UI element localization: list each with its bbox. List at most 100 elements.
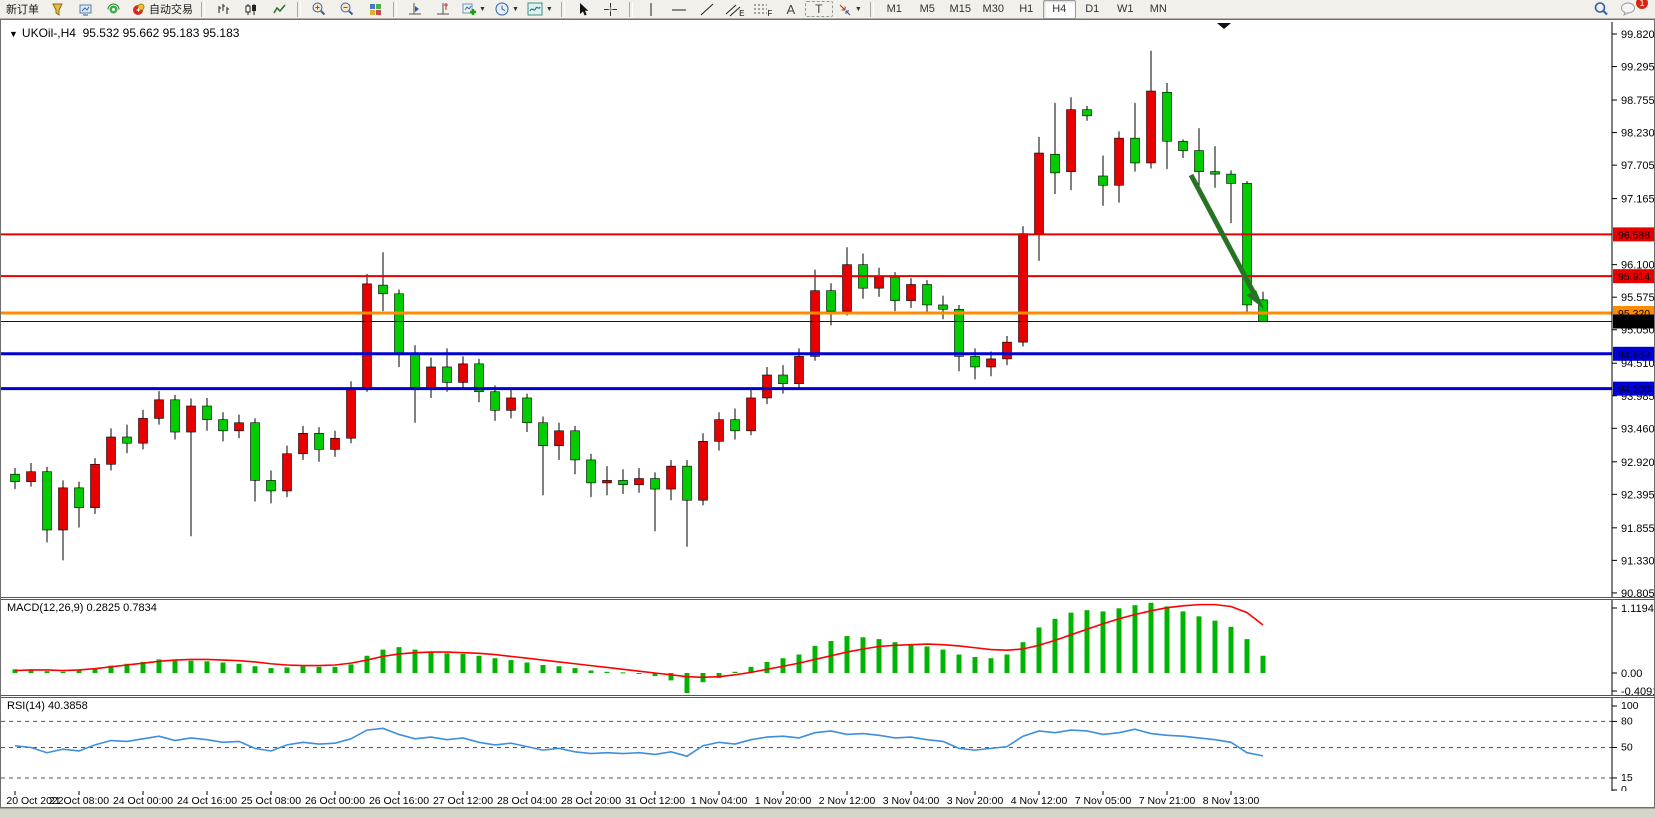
rsi-axis-tick: 15	[1621, 772, 1633, 784]
timeframe-M15[interactable]: M15	[949, 3, 971, 15]
price-axis-tick: 98.755	[1621, 95, 1654, 107]
autotrade-label: 自动交易	[149, 4, 193, 16]
text-label-tool[interactable]: T	[804, 1, 833, 17]
candlestick-chart-button[interactable]	[237, 0, 265, 19]
price-axis-tick: 98.230	[1621, 128, 1654, 140]
panel-divider[interactable]	[1, 597, 1654, 600]
time-axis-label: 3 Nov 04:00	[883, 795, 940, 807]
price-axis-tick: 91.855	[1621, 523, 1654, 535]
panel-divider[interactable]	[1, 695, 1654, 698]
equidistant-channel-tool[interactable]: E	[721, 0, 749, 19]
channel-letter: E	[739, 8, 745, 18]
text-tool-glyph: A	[786, 1, 796, 17]
notifications-button[interactable]: 1	[1615, 0, 1648, 19]
search-icon[interactable]	[1587, 0, 1615, 19]
rsi-axis-tick: 80	[1621, 715, 1633, 727]
chart-profile-icon[interactable]	[43, 0, 71, 19]
status-bar	[0, 808, 1655, 818]
zoom-out-button[interactable]	[333, 0, 361, 19]
rsi-axis-tick: 100	[1621, 700, 1639, 712]
time-axis-label: 7 Nov 21:00	[1139, 795, 1196, 807]
time-axis[interactable]: 20 Oct 2022 21 Oct 08:00 24 Oct 00:00 24 Oc…	[1, 791, 1654, 807]
macd-label: MACD(12,26,9) 0.2825 0.7834	[7, 602, 157, 614]
price-axis-tick: 92.395	[1621, 489, 1654, 501]
chart-window: ▼ UKOil-,H4 95.532 95.662 95.183 95.183 9…	[0, 19, 1655, 808]
price-axis-tick: 99.820	[1621, 29, 1654, 41]
autotrade-icon	[133, 3, 145, 15]
fibonacci-letter: F	[767, 8, 773, 18]
template-button[interactable]: ▼	[523, 0, 557, 19]
price-line-label: 96.588	[1618, 229, 1650, 241]
timeframe-group: M1 M5 M15 M30 H1 H4 D1 W1 MN	[878, 0, 1175, 19]
macd-axis-tick: 1.1194	[1621, 603, 1654, 615]
new-order-button[interactable]: 新订单	[6, 4, 39, 16]
rsi-axis-tick: 50	[1621, 742, 1633, 754]
period-button[interactable]: ▼	[490, 0, 523, 19]
bar-chart-button[interactable]	[209, 0, 237, 19]
timeframe-M5[interactable]: M5	[919, 3, 935, 15]
arrows-tool[interactable]: ▼	[833, 0, 866, 19]
zoom-in-button[interactable]	[305, 0, 333, 19]
tile-windows-button[interactable]	[361, 0, 389, 19]
price-line-label: 95.914	[1618, 271, 1650, 283]
rsi-pane[interactable]: RSI(14) 40.3858 100 80 50 15 0	[1, 698, 1654, 791]
price-chart-pane[interactable]: ▼ UKOil-,H4 95.532 95.662 95.183 95.183 9…	[1, 22, 1654, 597]
auto-scroll-button[interactable]	[401, 0, 429, 19]
time-axis-label: 27 Oct 12:00	[433, 795, 493, 807]
horizontal-line-tool[interactable]	[665, 0, 693, 19]
price-chart-svg[interactable]: 99.820 99.295 98.755 98.230 97.705 97.165 96.1…	[1, 22, 1654, 597]
price-axis-tick: 90.805	[1621, 588, 1654, 597]
chart-title-quotes: 95.532 95.662 95.183 95.183	[82, 26, 240, 40]
time-axis-label: 4 Nov 12:00	[1011, 795, 1068, 807]
time-axis-label: 26 Oct 00:00	[305, 795, 365, 807]
macd-axis-tick: -0.4091	[1621, 686, 1654, 695]
dropdown-caret-icon: ▼	[545, 5, 553, 13]
timeframe-D1[interactable]: D1	[1085, 3, 1100, 15]
data-window-icon[interactable]	[99, 0, 127, 19]
time-axis-label: 28 Oct 04:00	[497, 795, 557, 807]
timeframe-H1[interactable]: H1	[1019, 3, 1034, 15]
price-line-label: 94.662	[1618, 349, 1650, 361]
dropdown-caret-icon: ▼	[854, 5, 862, 13]
dropdown-caret-icon: ▼	[511, 5, 519, 13]
price-axis-tick: 97.705	[1621, 160, 1654, 172]
time-axis-label: 24 Oct 00:00	[113, 795, 173, 807]
trendline-tool[interactable]	[693, 0, 721, 19]
macd-svg[interactable]: 1.1194 0.00 -0.4091	[1, 600, 1654, 695]
autotrade-button[interactable]: 自动交易	[127, 0, 197, 19]
cursor-tool-button[interactable]	[569, 0, 597, 19]
chart-shift-button[interactable]	[429, 0, 457, 19]
time-axis-label: 3 Nov 20:00	[947, 795, 1004, 807]
add-indicator-button[interactable]: ▼	[457, 0, 490, 19]
timeframe-H4[interactable]: H4	[1042, 0, 1076, 19]
timeframe-M1[interactable]: M1	[886, 3, 902, 15]
time-axis-label: 20 Oct 2022	[6, 795, 63, 807]
macd-axis-tick: 0.00	[1621, 668, 1642, 680]
chat-bubble-icon	[1621, 2, 1635, 17]
text-tool[interactable]: A	[777, 0, 805, 19]
toolbar-separator	[628, 1, 633, 17]
timeframe-W1[interactable]: W1	[1117, 3, 1134, 15]
fibonacci-tool[interactable]: F	[749, 0, 777, 19]
timeframe-MN[interactable]: MN	[1149, 3, 1167, 15]
price-axis-tick: 91.330	[1621, 555, 1654, 567]
market-watch-icon[interactable]	[71, 0, 99, 19]
timeframe-M30[interactable]: M30	[982, 3, 1004, 15]
vertical-line-tool[interactable]	[637, 0, 665, 19]
rsi-label: RSI(14) 40.3858	[7, 700, 88, 712]
crosshair-tool-button[interactable]	[597, 0, 625, 19]
time-axis-label: 1 Nov 04:00	[691, 795, 748, 807]
line-chart-button[interactable]	[265, 0, 293, 19]
macd-pane[interactable]: MACD(12,26,9) 0.2825 0.7834 1.1194 0.00 -0…	[1, 600, 1654, 695]
symbol-dropdown-icon[interactable]: ▼	[9, 29, 18, 39]
rsi-svg[interactable]: 100 80 50 150	[1, 698, 1654, 791]
rsi-line	[14, 727, 1264, 758]
price-axis-tick: 99.295	[1621, 62, 1654, 74]
price-axis-tick: 95.575	[1621, 292, 1654, 304]
price-line-label-bg	[1613, 269, 1654, 284]
time-axis-label: 1 Nov 20:00	[755, 795, 812, 807]
dropdown-caret-icon: ▼	[479, 5, 486, 13]
price-axis-tick: 92.920	[1621, 457, 1654, 469]
